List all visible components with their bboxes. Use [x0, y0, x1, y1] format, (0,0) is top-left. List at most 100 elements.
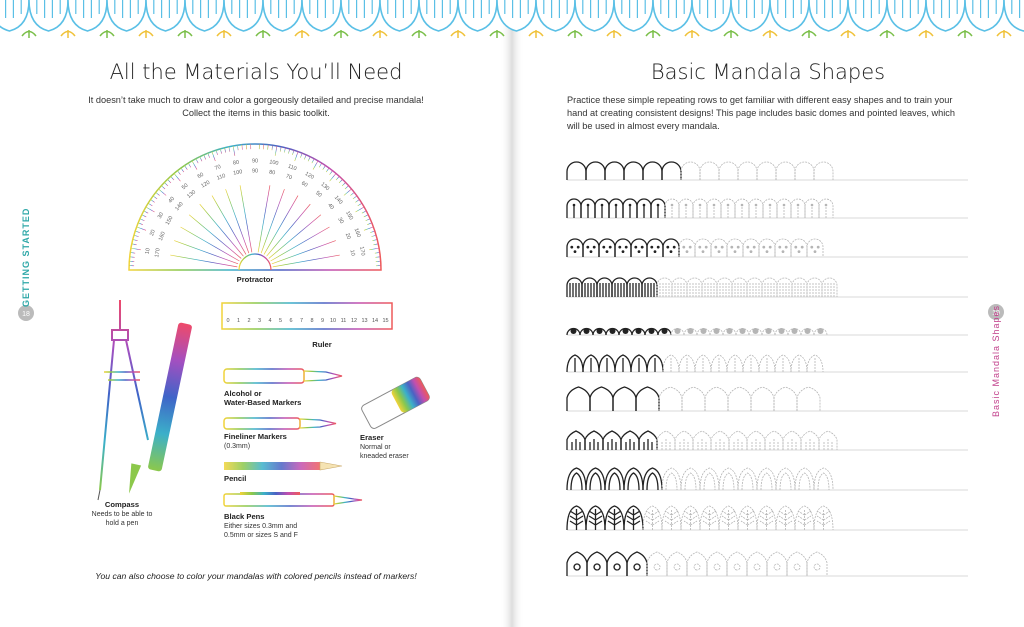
shape-dot [797, 250, 801, 254]
ruler-number: 4 [268, 318, 271, 324]
practice-shape [626, 551, 648, 576]
top-border [0, 0, 1024, 38]
practice-shape [699, 467, 720, 491]
ruler-number: 1 [237, 318, 240, 324]
protractor-tick [369, 247, 380, 251]
practice-shape [776, 198, 792, 218]
protractor-number: 150 [344, 210, 354, 221]
pencil-body [224, 462, 320, 470]
shape-dot [614, 203, 618, 207]
protractor-tick [288, 148, 291, 154]
intro-text: Practice these simple repeating rows to … [567, 95, 955, 131]
practice-shape [585, 505, 606, 531]
protractor-tick [237, 145, 239, 151]
leaf-sprig [255, 30, 271, 38]
practice-shape [775, 505, 796, 531]
shape-dot [768, 245, 772, 249]
practice-shape [794, 505, 815, 531]
shape-dot [768, 203, 772, 207]
protractor-tick [352, 195, 358, 200]
protractor-ray [257, 185, 271, 253]
shape-dot [656, 203, 660, 207]
scallop [223, 0, 264, 32]
compass-pencil [148, 322, 192, 472]
footnote: You can also choose to color your mandal… [95, 571, 417, 581]
practice-shape [774, 238, 792, 257]
protractor-tick [338, 179, 343, 184]
scallop [730, 0, 771, 32]
protractor-tick [135, 230, 141, 233]
practice-shape [773, 386, 798, 411]
practice-shape [614, 238, 632, 257]
protractor-tick [343, 188, 352, 196]
practice-shape [694, 238, 712, 257]
practice-shape [630, 238, 648, 257]
protractor-number: 90 [252, 168, 258, 174]
protractor-tick [363, 226, 374, 231]
protractor-tick [177, 170, 181, 175]
shape-dot [621, 250, 625, 254]
marker-tip [303, 370, 343, 382]
protractor-tick [303, 154, 307, 160]
protractor-tick [232, 145, 236, 156]
practice-shape [604, 505, 625, 531]
protractor-tick [341, 182, 346, 187]
protractor-tick [294, 151, 299, 162]
scallop [379, 0, 420, 32]
shape-dot [586, 203, 590, 207]
ruler-number: 10 [330, 318, 336, 324]
practice-shape [818, 430, 838, 450]
practice-shape [623, 161, 644, 180]
shape-dot [637, 250, 641, 254]
shape-dot [752, 328, 759, 334]
protractor-number: 140 [174, 201, 185, 212]
shape-dot [726, 328, 733, 334]
protractor-tick [374, 252, 380, 254]
protractor-ray [270, 226, 330, 262]
protractor-tick [147, 202, 153, 207]
protractor-tick [292, 150, 295, 156]
protractor-number: 40 [326, 202, 335, 211]
protractor-tick [355, 206, 365, 213]
practice-shape [582, 238, 600, 257]
practice-shape [756, 161, 777, 180]
protractor-tick [371, 234, 377, 237]
practice-shape [726, 551, 748, 576]
protractor-number: 20 [344, 232, 352, 240]
tool-note: kneaded eraser [360, 453, 409, 460]
practice-shape [662, 238, 680, 257]
leaf-sprig [489, 30, 505, 38]
leaf-sprig [957, 30, 973, 38]
tool-label: Alcohol or [224, 389, 262, 398]
shape-dot [596, 328, 603, 334]
scallop [769, 0, 810, 32]
shape-dot [669, 250, 673, 254]
ruler-number: 7 [300, 318, 303, 324]
protractor-tick [133, 234, 139, 237]
practice-shape [566, 551, 588, 576]
protractor-ray [211, 195, 247, 255]
shape-dot [605, 250, 609, 254]
protractor-tick [300, 153, 303, 158]
ruler-number: 3 [258, 318, 261, 324]
practice-shape [775, 161, 796, 180]
practice-shape [686, 551, 708, 576]
protractor-tick [152, 195, 158, 200]
practice-shape [646, 238, 664, 257]
scallop [262, 0, 303, 32]
protractor-ray [272, 254, 340, 268]
scallop [457, 0, 498, 32]
pen-body [223, 493, 335, 507]
shape-dot [661, 328, 668, 334]
practice-shape [728, 430, 748, 450]
leaf-sprig [762, 30, 778, 38]
protractor-tick [365, 218, 371, 222]
shape-dot [570, 245, 574, 249]
leaf-sprig [21, 30, 37, 38]
scallop [964, 0, 1005, 32]
page-number-badge [18, 305, 34, 321]
page-number: 18 [22, 311, 30, 318]
protractor-ray [239, 185, 253, 253]
eraser-sleeve [391, 377, 430, 413]
pencil-tip [319, 461, 343, 471]
